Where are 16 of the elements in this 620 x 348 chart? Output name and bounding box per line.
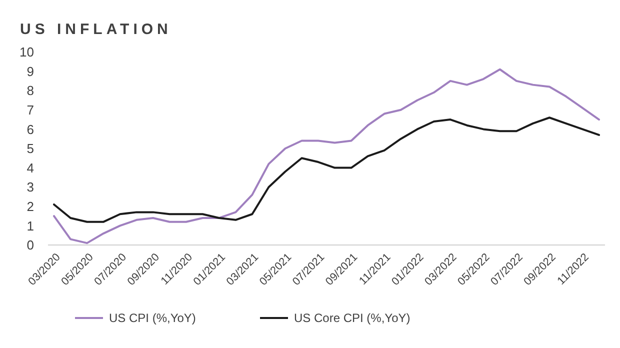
- chart-title: US INFLATION: [20, 21, 172, 38]
- y-tick-label: 7: [26, 102, 34, 118]
- legend-label: US Core CPI (%,YoY): [294, 311, 410, 326]
- y-tick-label: 10: [20, 44, 34, 60]
- y-tick-label: 4: [26, 160, 34, 176]
- y-tick-label: 2: [26, 198, 34, 214]
- y-tick-label: 6: [26, 122, 34, 137]
- legend-label: US CPI (%,YoY): [109, 311, 196, 326]
- y-tick-label: 9: [26, 64, 34, 79]
- y-tick-label: 0: [26, 238, 34, 253]
- line-series: [53, 68, 600, 244]
- y-tick-label: 5: [26, 141, 34, 156]
- y-tick-label: 3: [26, 180, 34, 195]
- line-series: [53, 116, 600, 223]
- y-tick-label: 1: [26, 218, 34, 234]
- y-tick-label: 8: [26, 83, 34, 98]
